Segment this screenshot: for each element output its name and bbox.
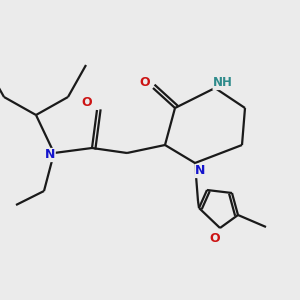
Text: O: O [140,76,150,89]
Text: NH: NH [213,76,233,89]
Text: N: N [195,164,205,178]
Text: N: N [45,148,55,161]
Text: O: O [210,232,220,244]
Text: O: O [82,95,92,109]
